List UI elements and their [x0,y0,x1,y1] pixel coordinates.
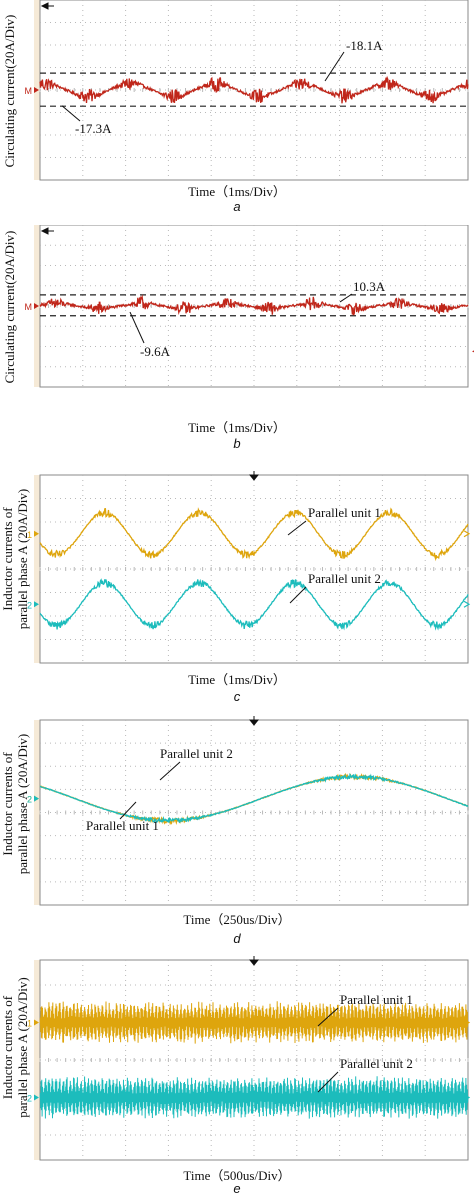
channel-marker-arrow [34,1019,39,1026]
channel-marker-arrow [34,601,39,608]
annotation-label: Parallel unit 2 [160,746,233,761]
channel-marker: 2 [27,795,39,805]
channel-marker: M [25,302,39,312]
series-line [39,294,469,316]
plot-left-strip [34,475,40,663]
grid [39,475,469,663]
annotation-leader [61,105,81,122]
series-line [39,1076,469,1119]
annotation-leader [324,51,345,82]
annotation-leader [339,293,353,303]
grid [39,720,469,905]
annotation-leader [119,801,137,820]
panel-letter: e [233,1181,241,1196]
panel-letter: d [233,931,241,946]
channel-marker-label: 2 [27,1094,32,1104]
annotation-leader [317,1071,339,1093]
panel-letter: a [233,199,241,214]
channel-marker: 1 [27,1019,39,1029]
channel-marker-right [463,600,471,608]
channel-marker-arrow [34,1094,39,1101]
channel-marker: 1 [27,530,39,540]
annotation-label: -18.1A [346,38,383,53]
channel-marker-label: 2 [27,795,32,805]
x-axis-label: Time（250us/Div） [183,912,291,927]
channel-marker-label: 1 [27,530,32,540]
channel-marker-right [463,1093,471,1102]
channel-marker-arrow [34,530,39,537]
annotation-leader [317,1007,339,1027]
grid [39,0,469,180]
channel-marker-label: 1 [27,1019,32,1029]
scope-plot-a: M -18.1A -17.3A [25,0,469,181]
channel-marker-right [463,530,471,538]
panel-letter: b [233,436,241,451]
x-axis-label: Time（500us/Div） [183,1168,291,1183]
panel-letter: c [233,689,241,704]
channel-marker-label: M [25,86,33,96]
annotation-label: -9.6A [140,344,171,359]
x-axis-label: Time（1ms/Div） [188,184,286,199]
series-line [39,578,469,631]
annotation-label: Parallel unit 1 [340,992,413,1007]
trigger-top-icon [248,716,260,726]
annotation-label: -17.3A [75,121,112,136]
channel-marker-label: 2 [27,600,32,610]
annotation-label: 10.3A [353,279,386,294]
x-axis-label: Time（1ms/Div） [188,420,286,435]
trigger-left-icon [40,2,54,10]
annotation-label: Parallel unit 1 [86,818,159,833]
panel-a: Circulating current(20A/Div) M -18.1A -17.… [0,0,474,214]
panel-e: Inductor currents of parallel phase A (2… [0,955,474,1196]
channel-marker-arrow [34,303,39,309]
channel-marker: 2 [27,1094,39,1104]
panel-c: Inductor currents of parallel phase A (2… [0,470,474,705]
channel-marker-arrow [34,795,39,802]
channel-marker-label: 2 [27,795,32,805]
channel-marker: M [25,86,39,96]
trigger-top-icon [248,956,260,966]
annotation-label: Parallel unit 1 [308,505,381,520]
series-line [39,507,469,562]
series-line [39,1001,469,1044]
scope-plot-e: 1 2 Parallel unit 1 Parallel unit 2 [27,956,471,1161]
channel-marker-arrow [34,87,39,93]
trigger-top-icon [248,471,260,481]
trigger-left-icon [40,227,54,235]
annotation-leader [129,311,145,344]
scope-plot-b: M 10.3A -9.6A [25,225,474,388]
x-axis-label: Time（1ms/Div） [188,672,286,687]
channel-marker-label: M [25,302,33,312]
annotation-label: Parallel unit 2 [308,571,381,586]
annotation-leader [159,761,181,781]
panel-d: Inductor currents of parallel phase A (2… [0,715,474,950]
grid [39,960,469,1160]
panel-b: Circulating current(20A/Div) M 10.3A -9.6A… [0,225,474,451]
plot-left-strip [34,720,40,905]
channel-marker-right [463,1018,471,1027]
annotation-leader [287,520,307,536]
channel-marker: 2 [27,600,39,610]
annotation-label: Parallel unit 2 [340,1056,413,1071]
plot-left-strip [34,960,40,1160]
series-line [39,772,469,824]
scope-plot-c: 1 2 Parallel unit 1 Parallel unit 2 [27,471,471,664]
annotation-leader [289,586,307,604]
series-line [39,75,469,104]
